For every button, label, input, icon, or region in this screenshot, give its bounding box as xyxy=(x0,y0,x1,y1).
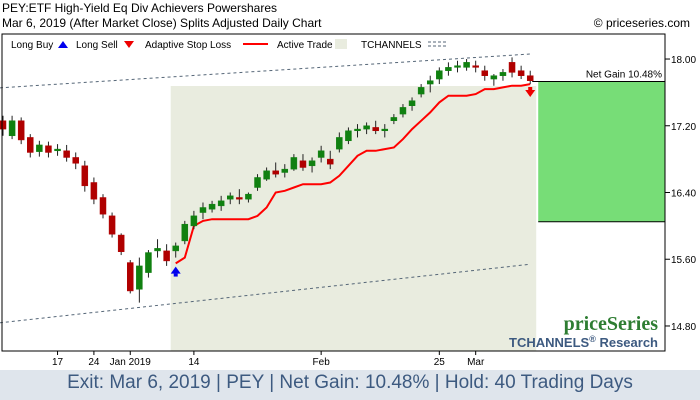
candle-body xyxy=(154,248,161,252)
candle-body xyxy=(190,215,198,227)
footer-summary: Exit: Mar 6, 2019 | PEY | Net Gain: 10.4… xyxy=(67,372,633,393)
candle-body xyxy=(526,75,534,81)
long-buy-marker xyxy=(170,266,181,274)
candle-body xyxy=(363,125,370,130)
x-tick-label: Feb xyxy=(313,357,331,368)
candle-body xyxy=(17,120,25,141)
candle-body xyxy=(117,234,125,252)
priceseries-logo: priceSeries xyxy=(564,313,659,335)
y-tick-label: 18.00 xyxy=(671,55,696,66)
candle-body xyxy=(508,62,516,73)
candle-body xyxy=(27,137,34,153)
candle-body xyxy=(145,252,152,273)
candle-body xyxy=(317,150,325,158)
candle-body xyxy=(426,80,434,85)
candle-body xyxy=(45,145,52,153)
candle-body xyxy=(281,168,289,173)
x-tick-label: Jan 2019 xyxy=(110,357,152,368)
legend-tchannels-label: TCHANNELS xyxy=(361,40,422,51)
channel-upper-line xyxy=(0,53,531,89)
candle-body xyxy=(245,193,252,200)
candle-body xyxy=(263,170,270,180)
candle-body xyxy=(454,65,461,68)
candle-body xyxy=(227,195,234,200)
candle-body xyxy=(136,265,143,290)
chart-title: PEY:ETF High-Yield Eq Div Achievers Powe… xyxy=(2,1,277,15)
candle-body xyxy=(172,245,179,252)
legend-trade-swatch xyxy=(335,39,347,49)
net-gain-label: Net Gain 10.48% xyxy=(586,70,662,81)
candle-body xyxy=(81,165,89,187)
candle-body xyxy=(90,182,98,200)
candle-body xyxy=(372,127,379,132)
legend-sell-arrow xyxy=(124,41,134,48)
candle-body xyxy=(408,100,416,106)
candle-body xyxy=(108,215,116,235)
footer-bar xyxy=(0,370,700,400)
candle-body xyxy=(199,207,207,213)
x-tick-label: 25 xyxy=(434,357,446,368)
candle-body xyxy=(399,107,407,115)
tchannels-research-label: TCHANNELS® Research xyxy=(509,334,658,350)
copyright-text: © priceseries.com xyxy=(593,16,690,30)
candle-body xyxy=(236,197,243,200)
candle-body xyxy=(54,148,61,152)
x-tick-label: Mar xyxy=(467,357,485,368)
candle-body xyxy=(72,157,79,164)
candle-body xyxy=(217,200,225,207)
y-tick-label: 15.60 xyxy=(671,255,696,266)
y-tick-label: 17.20 xyxy=(671,122,696,133)
candle-body xyxy=(499,72,507,76)
long-sell-marker xyxy=(525,90,536,97)
candle-body xyxy=(0,120,7,130)
legend-long-sell-label: Long Sell xyxy=(76,40,118,51)
candle-body xyxy=(163,250,170,262)
x-tick-label: 14 xyxy=(188,357,200,368)
candle-body xyxy=(481,70,489,76)
candle-body xyxy=(326,158,334,165)
candle-body xyxy=(63,150,70,158)
candle-body xyxy=(463,62,470,68)
x-tick-label: 17 xyxy=(52,357,64,368)
candle-body xyxy=(181,223,189,242)
candle-body xyxy=(445,67,452,71)
candle-body xyxy=(354,128,361,132)
candle-body xyxy=(299,160,307,168)
candle-body xyxy=(436,70,443,80)
candle-body xyxy=(8,120,16,137)
candle-body xyxy=(472,65,479,68)
candle-body xyxy=(381,128,389,132)
candle-body xyxy=(345,130,352,142)
legend-active-trade-label: Active Trade xyxy=(277,40,333,51)
candle-body xyxy=(308,160,316,167)
legend-long-buy-label: Long Buy xyxy=(11,40,53,51)
x-tick-label: 24 xyxy=(88,357,100,368)
candle-body xyxy=(254,177,261,188)
candle-body xyxy=(127,262,134,292)
y-tick-label: 16.40 xyxy=(671,189,696,200)
candle-body xyxy=(417,87,425,95)
y-tick-label: 14.80 xyxy=(671,322,696,333)
long-buy-marker-stem xyxy=(173,273,178,277)
long-sell-marker-stem xyxy=(528,87,533,90)
chart-subtitle: Mar 6, 2019 (After Market Close) Splits … xyxy=(2,16,322,30)
legend-buy-arrow xyxy=(58,41,68,48)
legend-adaptive-stop-label: Adaptive Stop Loss xyxy=(145,40,231,51)
candle-body xyxy=(390,117,398,122)
candle-body xyxy=(290,157,298,170)
candle-body xyxy=(336,137,343,150)
candle-body xyxy=(272,170,279,175)
candle-body xyxy=(517,70,525,76)
candle-body xyxy=(36,144,43,152)
candle-body xyxy=(208,203,216,210)
candle-body xyxy=(490,75,498,80)
net-gain-box xyxy=(538,81,665,222)
adaptive-stop-line xyxy=(175,83,531,265)
candle-body xyxy=(99,197,107,215)
